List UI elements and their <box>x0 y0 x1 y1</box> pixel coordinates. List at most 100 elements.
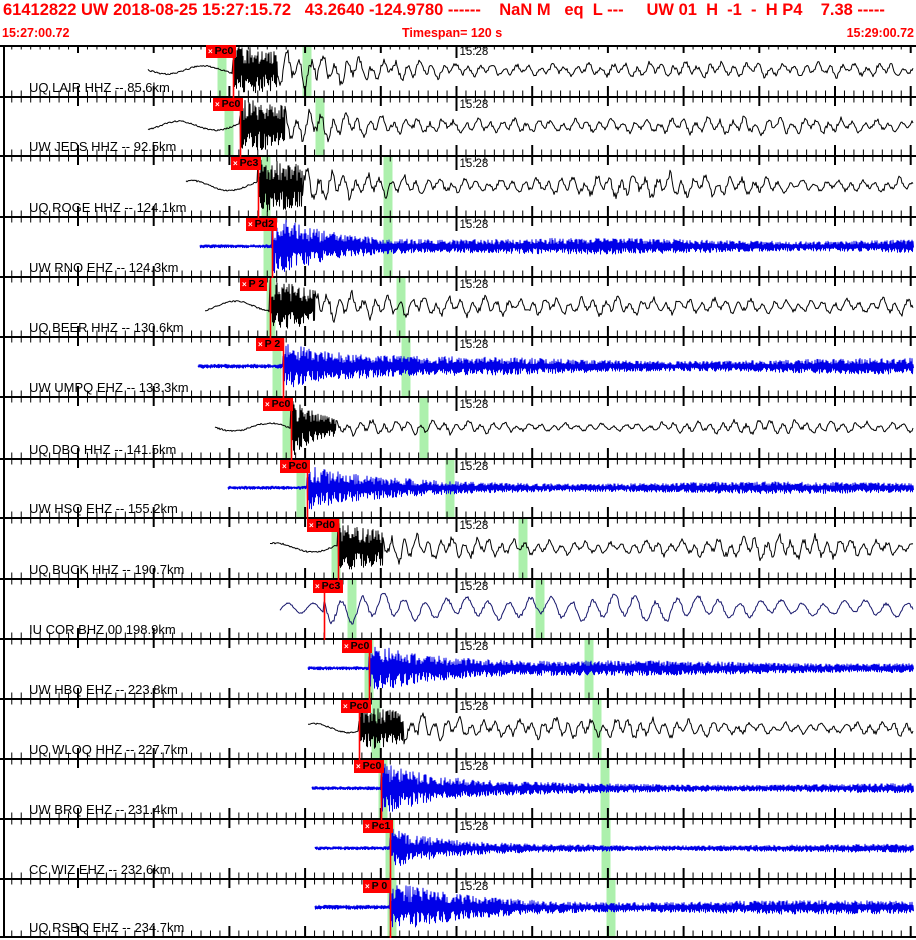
trace-panel[interactable]: × Pc0 15:28 UQ WLOQ HHZ -- 227.7km <box>0 700 916 760</box>
minute-label: 15:28 <box>459 821 489 833</box>
pick-x-icon: × <box>365 881 370 891</box>
station-label: UQ BUCK HHZ -- 190.7km <box>29 562 185 577</box>
minute-label: 15:28 <box>459 641 489 653</box>
seismogram-trace[interactable] <box>0 157 916 218</box>
minute-label: 15:28 <box>459 461 489 473</box>
pick-flag-label: Pc0 <box>271 398 291 411</box>
pick-x-icon: × <box>343 701 348 711</box>
pick-flag-label: Pc3 <box>321 580 341 593</box>
station-label: UQ RSBQ EHZ -- 234.7km <box>29 920 185 935</box>
pick-flag-label: P 2 <box>248 278 265 291</box>
pick-flag-label: P 0 <box>371 880 388 893</box>
window-start-time: 15:27:00.72 <box>2 26 70 40</box>
pick-flag[interactable]: × Pd2 <box>246 218 277 231</box>
station-label: UW HSQ EHZ -- 155.2km <box>29 501 178 516</box>
seismogram-trace[interactable] <box>0 218 916 278</box>
station-label: UW JEDS HHZ -- 92.5km <box>29 139 177 154</box>
seismogram-trace[interactable] <box>0 880 916 938</box>
pick-x-icon: × <box>242 279 247 289</box>
pick-x-icon: × <box>215 99 220 109</box>
trace-panel[interactable]: × Pc0 15:28 UW HBQ EHZ -- 223.8km <box>0 640 916 700</box>
seismogram-trace[interactable] <box>0 278 916 338</box>
minute-label: 15:28 <box>459 581 489 593</box>
pick-flag-label: Pc3 <box>239 157 259 170</box>
seismogram-trace[interactable] <box>0 98 916 157</box>
pick-x-icon: × <box>258 339 263 349</box>
trace-panel[interactable]: × Pc0 15:28 UW BRQ EHZ -- 231.4km <box>0 760 916 820</box>
seismogram-trace[interactable] <box>0 820 916 880</box>
station-label: CC WIZ EHZ -- 232.6km <box>29 862 171 877</box>
pick-x-icon: × <box>344 641 349 651</box>
trace-panel[interactable]: × P 2 15:28 UQ BEER HHZ -- 130.6km <box>0 278 916 338</box>
station-label: UW RNO EHZ -- 124.3km <box>29 260 179 275</box>
seismogram-trace[interactable] <box>0 519 916 580</box>
pick-x-icon: × <box>365 821 370 831</box>
pick-flag-label: Pc0 <box>349 700 369 713</box>
trace-panel[interactable]: × Pc3 15:28 UQ ROGE HHZ -- 124.1km <box>0 157 916 218</box>
plot-left-border <box>3 45 5 938</box>
trace-panel[interactable]: × P 2 15:28 UW UMPQ EHZ -- 133.3km <box>0 338 916 398</box>
minute-label: 15:28 <box>459 99 489 111</box>
pick-flag[interactable]: × P 2 <box>240 278 268 291</box>
pick-flag-label: Pc1 <box>371 820 391 833</box>
trace-panel[interactable]: × Pc0 15:28 UW HSQ EHZ -- 155.2km <box>0 460 916 519</box>
window-end-time: 15:29:00.72 <box>846 26 914 40</box>
pick-flag-label: Pd2 <box>254 218 274 231</box>
seismogram-trace[interactable] <box>0 700 916 760</box>
pick-flag[interactable]: × P 2 <box>256 338 284 351</box>
pick-flag[interactable]: × Pc0 <box>206 45 237 58</box>
minute-label: 15:28 <box>459 339 489 351</box>
trace-panel[interactable]: × Pc0 15:28 UQ DBO HHZ -- 141.5km <box>0 398 916 460</box>
pick-x-icon: × <box>282 461 287 471</box>
pick-flag[interactable]: × Pc0 <box>342 640 373 653</box>
trace-panel[interactable]: × Pc0 15:28 UW JEDS HHZ -- 92.5km <box>0 98 916 157</box>
station-label: UW UMPQ EHZ -- 133.3km <box>29 380 189 395</box>
pick-x-icon: × <box>315 581 320 591</box>
seismogram-trace[interactable] <box>0 760 916 820</box>
seismogram-trace[interactable] <box>0 460 916 519</box>
trace-panel[interactable]: × Pd0 15:28 UQ BUCK HHZ -- 190.7km <box>0 519 916 580</box>
minute-label: 15:28 <box>459 158 489 170</box>
pick-x-icon: × <box>356 761 361 771</box>
station-label: UQ WLOQ HHZ -- 227.7km <box>29 742 188 757</box>
pick-x-icon: × <box>309 520 314 530</box>
pick-flag[interactable]: × Pc0 <box>213 98 244 111</box>
pick-flag[interactable]: × Pc3 <box>231 157 262 170</box>
trace-panel[interactable]: × P 0 15:28 UQ RSBQ EHZ -- 234.7km <box>0 880 916 938</box>
seismogram-trace[interactable] <box>0 398 916 460</box>
trace-panel[interactable]: × Pc1 15:28 CC WIZ EHZ -- 232.6km <box>0 820 916 880</box>
minute-label: 15:28 <box>459 701 489 713</box>
pick-flag-label: Pc0 <box>214 45 234 58</box>
pick-flag-label: P 2 <box>264 338 281 351</box>
station-label: UQ LAIR HHZ -- 85.6km <box>29 80 170 95</box>
pick-x-icon: × <box>208 46 213 56</box>
pick-x-icon: × <box>248 219 253 229</box>
minute-label: 15:28 <box>459 219 489 231</box>
seismogram-trace[interactable] <box>0 338 916 398</box>
trace-panel[interactable]: × Pd2 15:28 UW RNO EHZ -- 124.3km <box>0 218 916 278</box>
station-label: IU COR BHZ 00 198.9km <box>29 622 176 637</box>
pick-flag[interactable]: × P 0 <box>363 880 391 893</box>
station-label: UQ DBO HHZ -- 141.5km <box>29 442 177 457</box>
pick-flag-label: Pc0 <box>221 98 241 111</box>
pick-flag[interactable]: × Pc3 <box>313 580 344 593</box>
minute-label: 15:28 <box>459 881 489 893</box>
pick-flag-label: Pc0 <box>362 760 382 773</box>
trace-panel[interactable]: × Pc3 15:28 IU COR BHZ 00 198.9km <box>0 580 916 640</box>
station-label: UQ BEER HHZ -- 130.6km <box>29 320 184 335</box>
seismogram-trace[interactable] <box>0 45 916 98</box>
pick-flag[interactable]: × Pc0 <box>354 760 385 773</box>
pick-flag[interactable]: × Pc0 <box>280 460 311 473</box>
pick-flag[interactable]: × Pc1 <box>363 820 394 833</box>
seismogram-trace[interactable] <box>0 640 916 700</box>
pick-flag-label: Pd0 <box>315 519 335 532</box>
minute-label: 15:28 <box>459 399 489 411</box>
pick-flag[interactable]: × Pc0 <box>341 700 372 713</box>
minute-label: 15:28 <box>459 761 489 773</box>
pick-flag[interactable]: × Pd0 <box>307 519 338 532</box>
trace-panel[interactable]: × Pc0 15:28 UQ LAIR HHZ -- 85.6km <box>0 45 916 98</box>
pick-flag[interactable]: × Pc0 <box>263 398 294 411</box>
pick-flag-label: Pc0 <box>288 460 308 473</box>
pick-x-icon: × <box>233 158 238 168</box>
